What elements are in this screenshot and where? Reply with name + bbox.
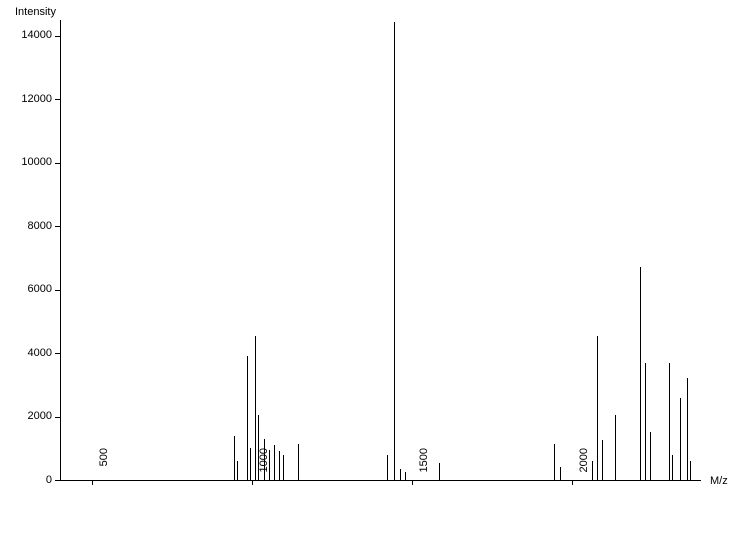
plot-area <box>60 20 701 481</box>
x-tick-label: 1000 <box>258 448 270 488</box>
y-tick-label: 4000 <box>0 347 52 359</box>
x-tick <box>252 480 253 485</box>
spectrum-peak <box>672 455 673 480</box>
spectrum-peak <box>439 463 440 480</box>
x-tick <box>572 480 573 485</box>
y-tick <box>55 226 60 227</box>
x-tick <box>412 480 413 485</box>
spectrum-peak <box>394 22 395 480</box>
y-tick <box>55 36 60 37</box>
spectrum-peak <box>405 472 406 480</box>
spectrum-peak <box>247 356 248 480</box>
x-tick <box>92 480 93 485</box>
spectrum-peak <box>234 436 235 480</box>
spectrum-peak <box>615 415 616 480</box>
y-tick-label: 12000 <box>0 93 52 105</box>
y-tick <box>55 417 60 418</box>
x-tick-label: 500 <box>98 448 110 488</box>
spectrum-peak <box>645 363 646 480</box>
y-tick-label: 6000 <box>0 283 52 295</box>
y-tick <box>55 99 60 100</box>
spectrum-peak <box>283 455 284 480</box>
spectrum-peak <box>687 378 688 480</box>
spectrum-peak <box>597 336 598 480</box>
spectrum-peak <box>387 455 388 480</box>
spectrum-peak <box>640 267 641 480</box>
chart-container: Intensity M/z 0 2000 4000 6000 8000 10000 1200… <box>0 0 750 540</box>
y-tick <box>55 353 60 354</box>
spectrum-peak <box>298 444 299 480</box>
spectrum-peak <box>602 440 603 480</box>
spectrum-peak <box>237 461 238 480</box>
spectrum-peak <box>650 432 651 480</box>
spectrum-peak <box>255 336 256 480</box>
spectrum-peak <box>554 444 555 480</box>
y-tick-label: 2000 <box>0 410 52 422</box>
y-tick <box>55 163 60 164</box>
y-tick <box>55 480 60 481</box>
y-tick-label: 8000 <box>0 220 52 232</box>
x-axis-title: M/z <box>710 475 728 487</box>
spectrum-peak <box>669 363 670 480</box>
y-tick <box>55 290 60 291</box>
y-axis-title: Intensity <box>15 6 56 18</box>
x-tick-label: 2000 <box>578 448 590 488</box>
spectrum-peak <box>274 445 275 480</box>
spectrum-peak <box>400 469 401 480</box>
spectrum-peak <box>592 461 593 480</box>
spectrum-peak <box>250 448 251 480</box>
y-tick-label: 0 <box>0 474 52 486</box>
y-tick-label: 14000 <box>0 29 52 41</box>
y-tick-label: 10000 <box>0 156 52 168</box>
x-tick-label: 1500 <box>418 448 430 488</box>
spectrum-peak <box>279 451 280 480</box>
spectrum-peak <box>690 461 691 480</box>
spectrum-peak <box>680 398 681 480</box>
spectrum-peak <box>560 467 561 480</box>
